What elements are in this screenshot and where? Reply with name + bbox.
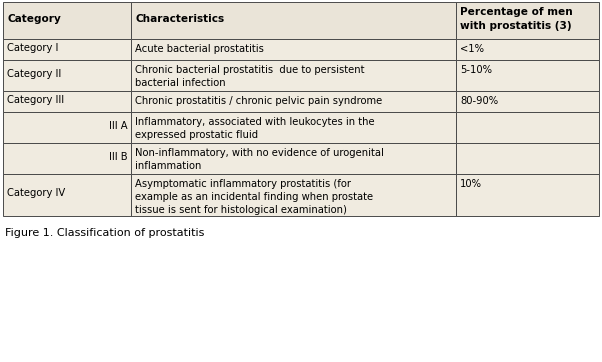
Bar	[3, 60, 131, 91]
Bar	[456, 2, 599, 39]
Text: Inflammatory, associated with leukocytes in the: Inflammatory, associated with leukocytes…	[135, 117, 375, 127]
Text: 10%: 10%	[460, 179, 482, 189]
Text: Category IV: Category IV	[7, 189, 65, 198]
Bar	[3, 2, 131, 39]
Text: with prostatitis (3): with prostatitis (3)	[460, 21, 571, 30]
Text: Acute bacterial prostatitis: Acute bacterial prostatitis	[135, 44, 264, 54]
Bar	[3, 143, 131, 174]
Bar	[456, 39, 599, 60]
Bar	[131, 91, 456, 112]
Bar	[3, 174, 131, 216]
Text: inflammation: inflammation	[135, 161, 202, 171]
Bar	[3, 39, 131, 60]
Text: bacterial infection: bacterial infection	[135, 78, 226, 88]
Bar	[131, 2, 456, 39]
Bar	[131, 112, 456, 143]
Text: tissue is sent for histological examination): tissue is sent for histological examinat…	[135, 205, 347, 215]
Bar	[3, 91, 131, 112]
Bar	[456, 112, 599, 143]
Bar	[456, 91, 599, 112]
Text: Category: Category	[7, 13, 61, 24]
Text: 80-90%: 80-90%	[460, 96, 498, 106]
Text: III A: III A	[108, 121, 127, 131]
Text: Category II: Category II	[7, 69, 61, 79]
Bar	[456, 143, 599, 174]
Text: Category III: Category III	[7, 95, 64, 105]
Text: Figure 1. Classification of prostatitis: Figure 1. Classification of prostatitis	[5, 228, 204, 238]
Text: Non-inflammatory, with no evidence of urogenital: Non-inflammatory, with no evidence of ur…	[135, 148, 384, 158]
Bar	[456, 174, 599, 216]
Bar	[131, 174, 456, 216]
Text: 5-10%: 5-10%	[460, 65, 492, 75]
Text: example as an incidental finding when prostate: example as an incidental finding when pr…	[135, 192, 373, 202]
Text: expressed prostatic fluid: expressed prostatic fluid	[135, 130, 258, 140]
Text: III B: III B	[108, 152, 127, 162]
Text: <1%: <1%	[460, 44, 484, 54]
Text: Asymptomatic inflammatory prostatitis (for: Asymptomatic inflammatory prostatitis (f…	[135, 179, 351, 189]
Bar	[131, 39, 456, 60]
Bar	[3, 112, 131, 143]
Bar	[131, 60, 456, 91]
Text: Category I: Category I	[7, 43, 58, 53]
Bar	[456, 60, 599, 91]
Text: Chronic bacterial prostatitis  due to persistent: Chronic bacterial prostatitis due to per…	[135, 65, 365, 75]
Bar	[131, 143, 456, 174]
Text: Percentage of men: Percentage of men	[460, 7, 573, 17]
Text: Characteristics: Characteristics	[135, 13, 225, 24]
Text: Chronic prostatitis / chronic pelvic pain syndrome: Chronic prostatitis / chronic pelvic pai…	[135, 96, 382, 106]
